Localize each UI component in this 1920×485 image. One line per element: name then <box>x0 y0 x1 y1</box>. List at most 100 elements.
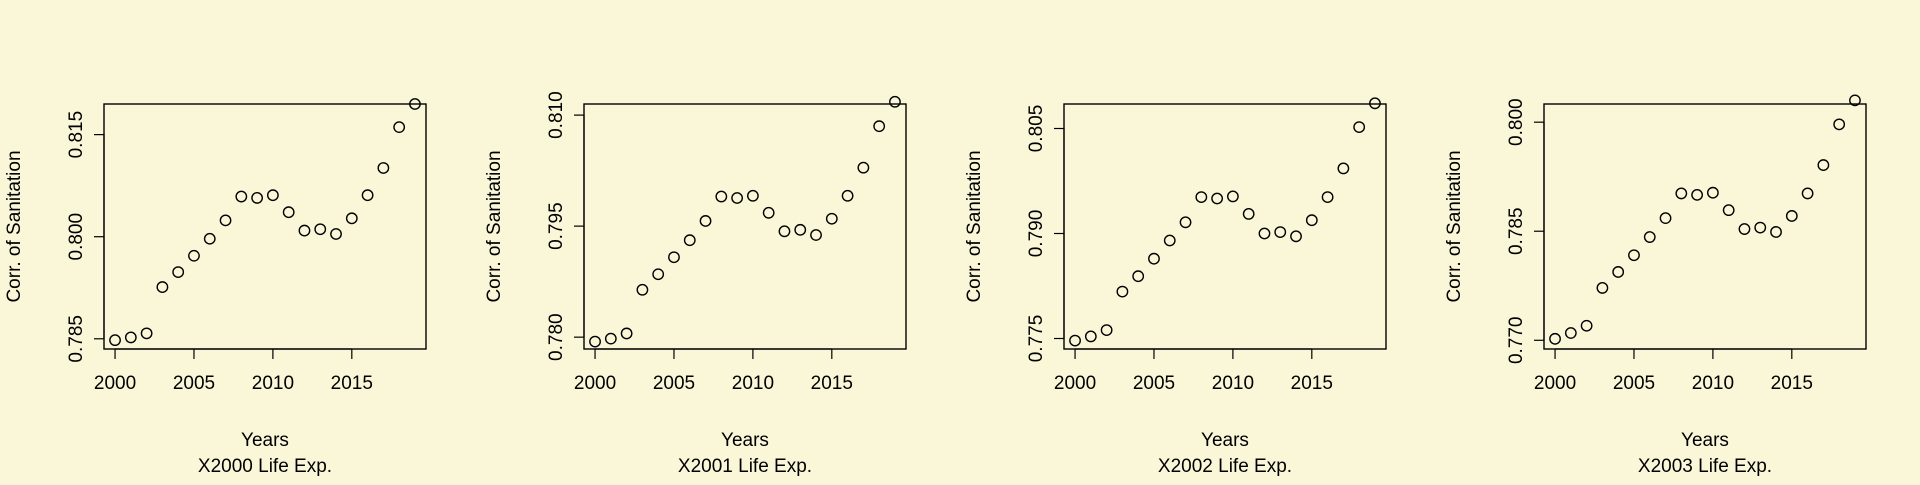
data-point <box>1549 332 1561 345</box>
data-point <box>409 98 421 110</box>
data-point <box>620 327 633 340</box>
data-point <box>1195 191 1208 204</box>
data-point <box>393 121 406 134</box>
data-point <box>188 249 200 262</box>
data-point <box>1084 330 1097 343</box>
data-point <box>314 223 327 236</box>
plot-subtitle: X2001 Life Exp. <box>678 456 812 477</box>
data-point <box>1069 334 1081 347</box>
data-point <box>1116 285 1129 298</box>
data-point <box>825 212 838 225</box>
data-point <box>1132 270 1145 283</box>
data-point <box>1179 216 1192 229</box>
x-tick-label: 2005 <box>1613 373 1655 394</box>
data-point <box>1163 234 1176 247</box>
x-tick-label: 2015 <box>811 373 853 394</box>
plot-frame <box>583 103 907 350</box>
data-point <box>1738 223 1751 235</box>
y-tick-label: 0.800 <box>66 213 87 261</box>
data-point <box>1337 162 1350 175</box>
data-point <box>377 162 390 174</box>
plot-frame <box>1543 103 1867 350</box>
data-point <box>746 189 759 202</box>
data-point <box>857 161 870 174</box>
y-tick-label: 0.790 <box>1026 210 1047 258</box>
data-point <box>1580 319 1593 332</box>
data-point <box>266 189 279 202</box>
data-point <box>1675 187 1688 200</box>
y-tick-label: 0.770 <box>1506 317 1527 365</box>
data-point <box>1321 191 1334 204</box>
data-point <box>109 334 121 347</box>
data-point <box>794 223 807 236</box>
data-point <box>330 228 342 240</box>
x-tick-label: 2010 <box>1212 373 1254 394</box>
plot-panel-4: 2000 2005 2010 2015 0.770 0.785 0.800 Corr. of … <box>1444 94 1867 477</box>
data-point <box>235 190 248 203</box>
x-tick-label: 2005 <box>173 373 215 394</box>
data-point <box>715 190 728 203</box>
data-point <box>810 229 822 241</box>
data-point <box>889 95 901 108</box>
x-tick-label: 2000 <box>94 373 136 394</box>
data-point <box>604 332 617 345</box>
data-point <box>298 224 311 237</box>
data-point <box>1274 226 1287 239</box>
data-point <box>1754 221 1767 234</box>
y-tick-label: 0.795 <box>546 202 567 250</box>
y-tick-label: 0.780 <box>546 313 567 361</box>
data-point <box>1770 226 1782 238</box>
y-tick-label: 0.805 <box>1026 105 1047 153</box>
x-tick-label: 2015 <box>331 373 373 394</box>
data-point <box>699 215 712 227</box>
x-tick-label: 2000 <box>574 373 616 394</box>
x-tick-label: 2005 <box>1133 373 1175 394</box>
x-axis-title: Years <box>241 430 289 451</box>
data-point <box>1643 231 1656 243</box>
data-point <box>1226 190 1239 203</box>
data-point <box>1833 118 1846 131</box>
data-point <box>1785 210 1798 222</box>
data-point <box>282 206 295 219</box>
y-tick-label: 0.785 <box>66 315 87 363</box>
data-point <box>1353 121 1366 134</box>
data-point <box>778 225 791 238</box>
data-point <box>1612 266 1625 278</box>
data-point <box>1628 249 1640 262</box>
data-point <box>841 189 854 202</box>
x-tick-label: 2015 <box>1771 373 1813 394</box>
data-point <box>652 268 665 281</box>
plot-panel-1: 2000 2005 2010 2015 0.785 0.800 0.815 Corr. of … <box>4 98 427 477</box>
data-point <box>1722 204 1735 217</box>
y-tick-label: 0.810 <box>546 91 567 139</box>
data-point <box>1305 214 1318 227</box>
y-axis-title: Corr. of Sanitation <box>1444 150 1465 302</box>
data-point <box>731 192 744 204</box>
data-point <box>636 283 649 296</box>
data-point <box>1706 186 1719 199</box>
data-point <box>1659 212 1672 225</box>
data-point <box>1369 97 1381 110</box>
data-point <box>1290 230 1302 243</box>
x-tick-label: 2010 <box>1692 373 1734 394</box>
data-point <box>361 189 374 202</box>
plot-subtitle: X2003 Life Exp. <box>1638 456 1772 477</box>
data-point <box>219 214 232 227</box>
data-point <box>1258 227 1271 240</box>
x-axis-title: Years <box>1201 430 1249 451</box>
data-point <box>203 232 216 245</box>
y-axis-title: Corr. of Sanitation <box>4 150 25 302</box>
data-point <box>1596 282 1609 294</box>
data-point <box>1801 187 1814 200</box>
plot-frame <box>1063 103 1387 350</box>
plot-frame <box>103 103 427 350</box>
data-point <box>1849 94 1861 107</box>
y-tick-label: 0.815 <box>66 111 87 159</box>
data-point <box>668 251 680 264</box>
data-point <box>683 234 696 247</box>
data-point <box>251 192 264 204</box>
data-point <box>156 281 169 293</box>
x-tick-label: 2010 <box>252 373 294 394</box>
